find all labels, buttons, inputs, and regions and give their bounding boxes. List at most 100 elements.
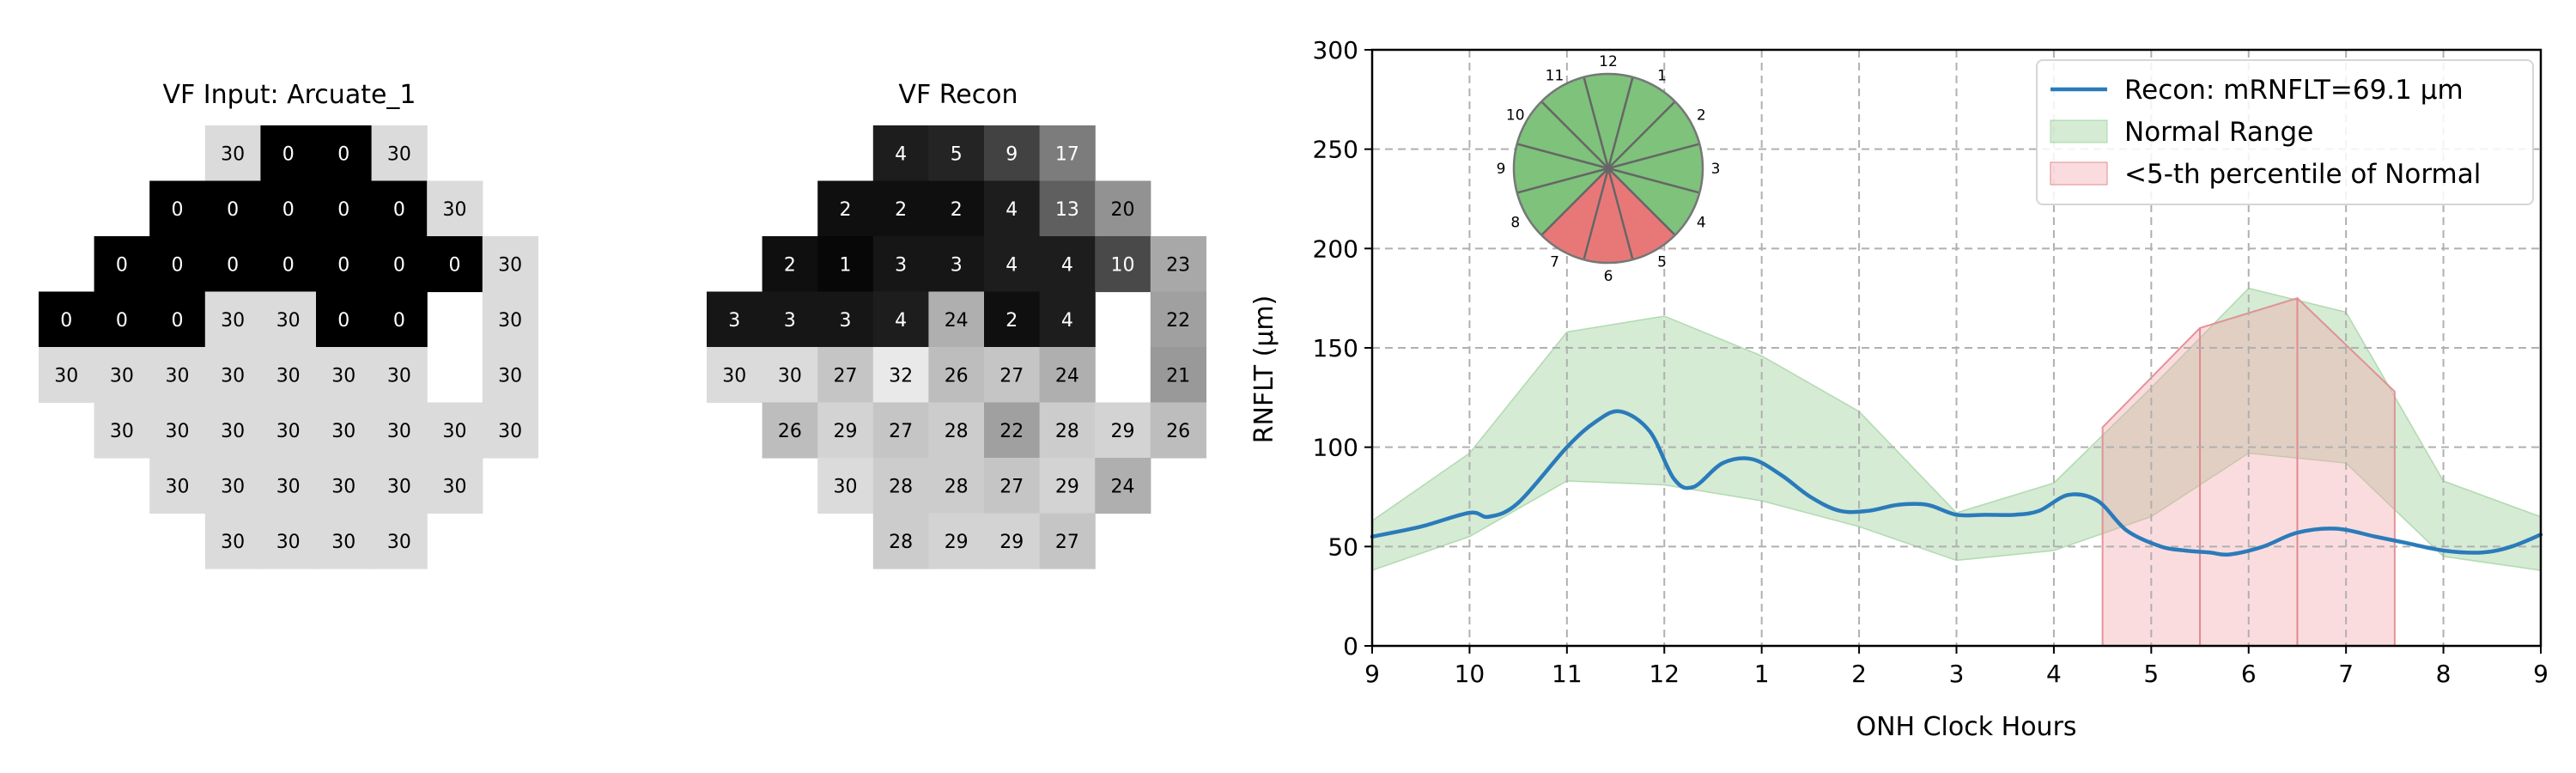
heatmap-cell (984, 458, 1041, 514)
x-tick-label: 1 (1754, 660, 1770, 688)
heatmap-cell-value: 30 (166, 476, 190, 497)
heatmap-cell-value: 4 (1005, 254, 1018, 276)
clock-sector-divider (1583, 76, 1610, 169)
heatmap-cell (371, 347, 428, 404)
heatmap-cell-value: 0 (172, 310, 184, 332)
clock-sector-divider (1583, 167, 1610, 260)
heatmap-cell-value: 24 (1055, 365, 1079, 386)
heatmap-cell-value: 0 (393, 310, 405, 332)
heatmap-cell-value: 0 (172, 199, 184, 221)
x-tick-label: 9 (1364, 660, 1380, 688)
heatmap-cell-value: 0 (116, 254, 128, 276)
heatmap-cell (984, 347, 1041, 404)
clock-sector-divider (1516, 167, 1609, 194)
heatmap-cell (817, 458, 874, 514)
heatmap-cell-value: 28 (1055, 421, 1079, 442)
heatmap-cell (817, 402, 874, 459)
heatmap-cell-value: 3 (951, 254, 963, 276)
clock-sector-divider (1607, 167, 1676, 236)
x-tick-label: 4 (2046, 660, 2062, 688)
x-tick-label: 9 (2533, 660, 2549, 688)
heatmap-cell-value: 4 (1061, 310, 1073, 332)
heatmap-cell (984, 402, 1041, 459)
heatmap-cell (707, 347, 763, 404)
heatmap-cell (204, 513, 261, 569)
y-tick-label: 50 (1327, 533, 1358, 561)
heatmap-cell (1039, 513, 1096, 569)
heatmap-cell (149, 291, 206, 348)
heatmap-cell-value: 30 (221, 421, 245, 442)
heatmap-cell-value: 0 (337, 254, 349, 276)
heatmap-cell (872, 402, 929, 459)
heatmap-cell-value: 9 (1005, 143, 1018, 165)
heatmap-cell (928, 291, 985, 348)
heatmap-cell-value: 30 (331, 476, 355, 497)
clock-sector-divider (1607, 167, 1634, 260)
legend-entry-label: <5-th percentile of Normal (2124, 159, 2481, 190)
heatmap-cell (1039, 180, 1096, 237)
heatmap-cell-value: 30 (834, 476, 858, 497)
heatmap-cell (872, 125, 929, 182)
heatmap-cell (1095, 236, 1151, 293)
heatmap-cell-value: 30 (276, 476, 301, 497)
heatmap-cell-value: 0 (227, 199, 239, 221)
clock-hour-label: 3 (1711, 161, 1721, 178)
heatmap-cell (260, 291, 317, 348)
heatmap-cell (204, 402, 261, 459)
heatmap-cell-value: 26 (778, 421, 802, 442)
x-tick-label: 8 (2436, 660, 2451, 688)
heatmap-cell-value: 30 (221, 476, 245, 497)
heatmap-cell-value: 2 (951, 199, 963, 221)
heatmap-cell-value: 0 (283, 254, 295, 276)
heatmap-cell-value: 21 (1166, 365, 1190, 386)
heatmap-cell-value: 24 (1111, 476, 1135, 497)
y-axis-label: RNFLT (μm) (1249, 295, 1279, 444)
heatmap-cell-value: 28 (945, 421, 969, 442)
clock-sector-divider (1607, 76, 1634, 169)
clock-hour-label: 6 (1604, 268, 1613, 285)
heatmap-cell-value: 27 (999, 365, 1024, 386)
heatmap-cell-value: 27 (1055, 532, 1079, 553)
heatmap-cell-value: 30 (331, 365, 355, 386)
heatmap-cell-value: 10 (1111, 254, 1135, 276)
heatmap-cell (482, 347, 538, 404)
x-tick-label: 7 (2338, 660, 2354, 688)
heatmap-cell-value: 30 (276, 310, 301, 332)
heatmap-cell (1095, 402, 1151, 459)
clock-sector-below-normal (1608, 168, 1675, 260)
heatmap-cell (204, 291, 261, 348)
vf-recon-title: VF Recon (898, 80, 1018, 110)
x-tick-label: 12 (1649, 660, 1680, 688)
heatmap-cell (1150, 291, 1206, 348)
heatmap-cell-value: 30 (276, 532, 301, 553)
heatmap-cell-value: 30 (54, 365, 78, 386)
clock-sector-divider (1607, 143, 1700, 170)
y-tick-label: 300 (1313, 36, 1358, 64)
heatmap-cell (928, 347, 985, 404)
heatmap-cell (260, 402, 317, 459)
heatmap-cell (149, 402, 206, 459)
clock-hour-label: 8 (1510, 215, 1520, 232)
heatmap-cell (707, 291, 763, 348)
x-tick-label: 2 (1851, 660, 1867, 688)
clock-sector-divider (1540, 167, 1609, 236)
heatmap-cell-value: 30 (221, 365, 245, 386)
heatmap-cell-value: 30 (498, 310, 522, 332)
clock-sector-divider (1607, 100, 1676, 169)
heatmap-cell-value: 30 (387, 143, 411, 165)
heatmap-cell (872, 347, 929, 404)
vf-input-title: VF Input: Arcuate_1 (162, 80, 416, 110)
heatmap-cell-value: 0 (449, 254, 461, 276)
heatmap-cell (427, 458, 483, 514)
heatmap-cell (371, 402, 428, 459)
heatmap-cell-value: 30 (331, 532, 355, 553)
heatmap-cell-value: 29 (1055, 476, 1079, 497)
heatmap-cell-value: 30 (498, 421, 522, 442)
heatmap-cell (1150, 402, 1206, 459)
heatmap-cell-value: 0 (283, 199, 295, 221)
heatmap-cell-value: 0 (283, 143, 295, 165)
heatmap-cell (1039, 236, 1096, 293)
clock-sector-below-normal (1583, 168, 1633, 263)
heatmap-cell (482, 402, 538, 459)
